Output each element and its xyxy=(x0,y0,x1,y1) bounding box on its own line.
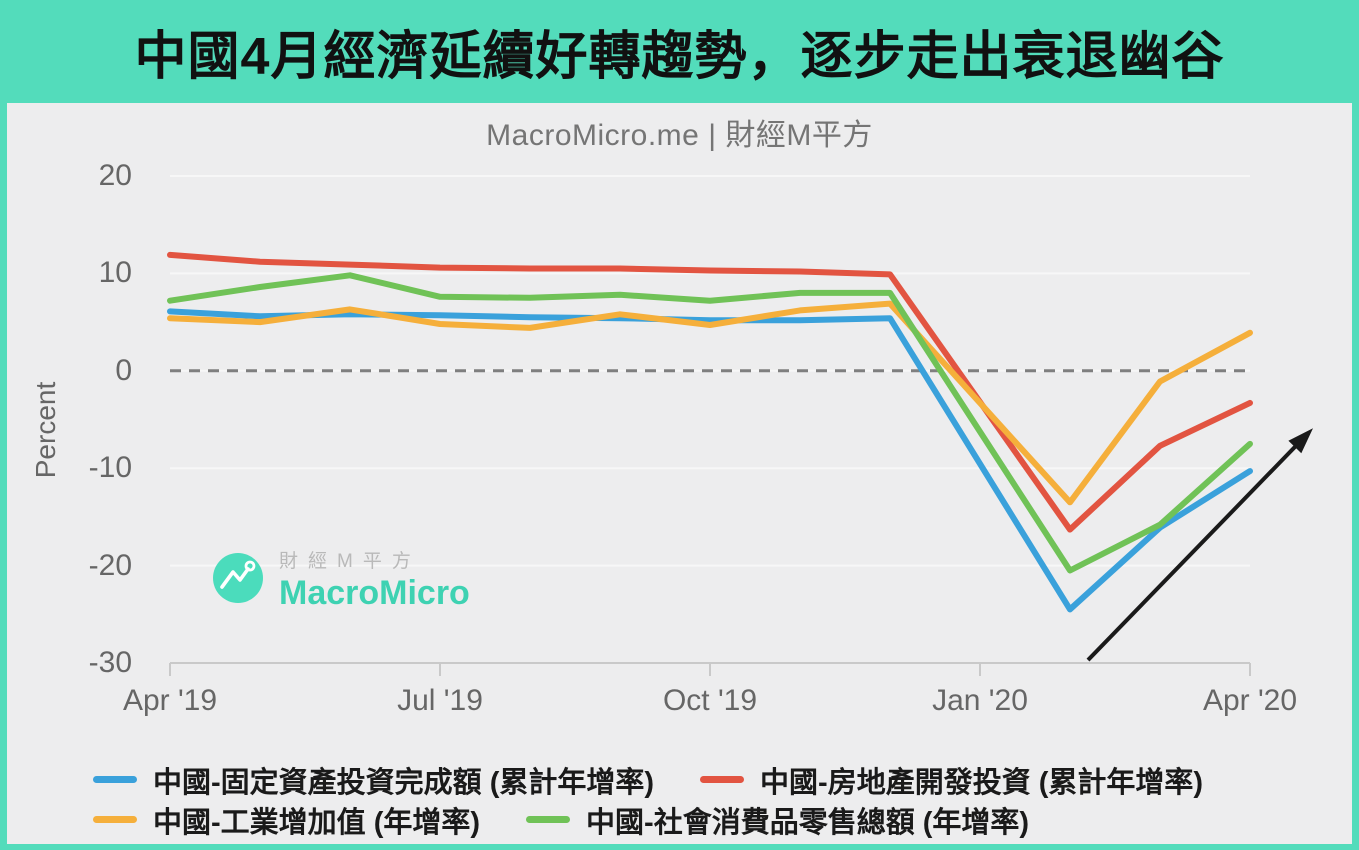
legend-swatch xyxy=(93,816,137,823)
x-tick-label: Oct '19 xyxy=(662,684,758,717)
y-tick-label: -20 xyxy=(88,548,132,582)
legend-row: 中國-工業增加值 (年增率) 中國-社會消費品零售總額 (年增率) xyxy=(93,799,1352,841)
watermark-brand-text: MacroMicro xyxy=(279,574,470,612)
legend-label: 中國-社會消費品零售總額 (年增率) xyxy=(586,806,1030,839)
trend-arrow-head-icon xyxy=(1288,428,1313,454)
x-tick-label: Jan '20 xyxy=(932,684,1028,717)
trend-arrow-shaft xyxy=(1086,436,1305,662)
chart-legend: 中國-固定資產投資完成額 (累計年增率) 中國-房地產開發投資 (累計年增率) 中國… xyxy=(7,759,1352,841)
legend-item-0: 中國-固定資產投資完成額 (累計年增率) xyxy=(93,759,654,801)
legend-label: 中國-工業增加值 (年增率) xyxy=(153,806,481,839)
x-tick-label: Apr '20 xyxy=(1202,684,1298,717)
series-line-3 xyxy=(167,272,1253,574)
legend-label: 中國-固定資產投資完成額 (累計年增率) xyxy=(153,766,655,799)
legend-item-1: 中國-房地產開發投資 (累計年增率) xyxy=(700,759,1203,801)
legend-swatch xyxy=(526,816,571,823)
chart-source-title: MacroMicro.me | 財經M平方 xyxy=(486,119,873,152)
header-banner: 中國4月經濟延續好轉趨勢，逐步走出衰退幽谷 xyxy=(0,0,1359,103)
y-tick-label: -10 xyxy=(88,451,132,485)
macromicro-watermark: 財經M平方 MacroMicro xyxy=(212,546,470,610)
series-line-1 xyxy=(167,251,1253,533)
watermark-cjk-text: 財經M平方 xyxy=(279,551,421,572)
legend-row: 中國-固定資產投資完成額 (累計年增率) 中國-房地產開發投資 (累計年增率) xyxy=(93,759,1352,801)
watermark-text: 財經M平方 MacroMicro xyxy=(279,546,470,610)
y-tick-label: 10 xyxy=(98,256,132,290)
legend-swatch xyxy=(700,776,745,783)
y-tick-label: 0 xyxy=(115,353,132,387)
series-line-2 xyxy=(167,300,1253,506)
macromicro-logo-icon xyxy=(213,553,263,603)
x-tick-label: Jul '19 xyxy=(397,684,483,717)
y-tick-label: -30 xyxy=(88,646,132,679)
x-tick-label: Apr '19 xyxy=(122,684,218,717)
legend-item-3: 中國-社會消費品零售總額 (年增率) xyxy=(526,799,1029,841)
legend-item-2: 中國-工業增加值 (年增率) xyxy=(93,799,480,841)
legend-swatch xyxy=(93,776,137,783)
legend-label: 中國-房地產開發投資 (累計年增率) xyxy=(760,766,1204,799)
chart-plot xyxy=(167,175,1313,676)
y-tick-label: 20 xyxy=(98,159,132,192)
header-title: 中國4月經濟延續好轉趨勢，逐步走出衰退幽谷 xyxy=(134,28,1225,86)
chart-panel: MacroMicro.me | 財經M平方 Percent 20 10 0 -10 -2… xyxy=(7,103,1352,844)
